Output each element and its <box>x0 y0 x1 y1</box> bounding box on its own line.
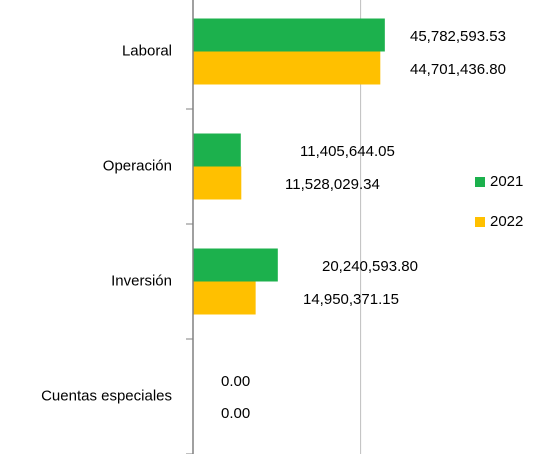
bar <box>193 18 385 52</box>
y-tick-label: Cuentas especiales <box>41 387 172 404</box>
y-tick-label: Laboral <box>122 42 172 59</box>
data-label: 45,782,593.53 <box>410 28 506 45</box>
legend-swatch <box>475 177 485 187</box>
bar <box>193 166 242 200</box>
bar <box>193 281 256 315</box>
bar <box>193 248 278 282</box>
data-label: 11,405,644.05 <box>300 143 395 160</box>
y-tick-label: Inversión <box>111 272 172 289</box>
data-label: 44,701,436.80 <box>410 61 506 78</box>
y-tick-label: Operación <box>103 157 172 174</box>
legend-label: 2021 <box>490 173 523 190</box>
data-label: 0.00 <box>221 405 250 422</box>
bar <box>193 51 381 85</box>
data-label: 11,528,029.34 <box>285 176 380 193</box>
legend-label: 2022 <box>490 213 523 230</box>
data-label: 20,240,593.80 <box>322 258 418 275</box>
legend-swatch <box>475 217 485 227</box>
bar <box>193 133 241 167</box>
data-label: 14,950,371.15 <box>303 291 399 308</box>
data-label: 0.00 <box>221 373 250 390</box>
